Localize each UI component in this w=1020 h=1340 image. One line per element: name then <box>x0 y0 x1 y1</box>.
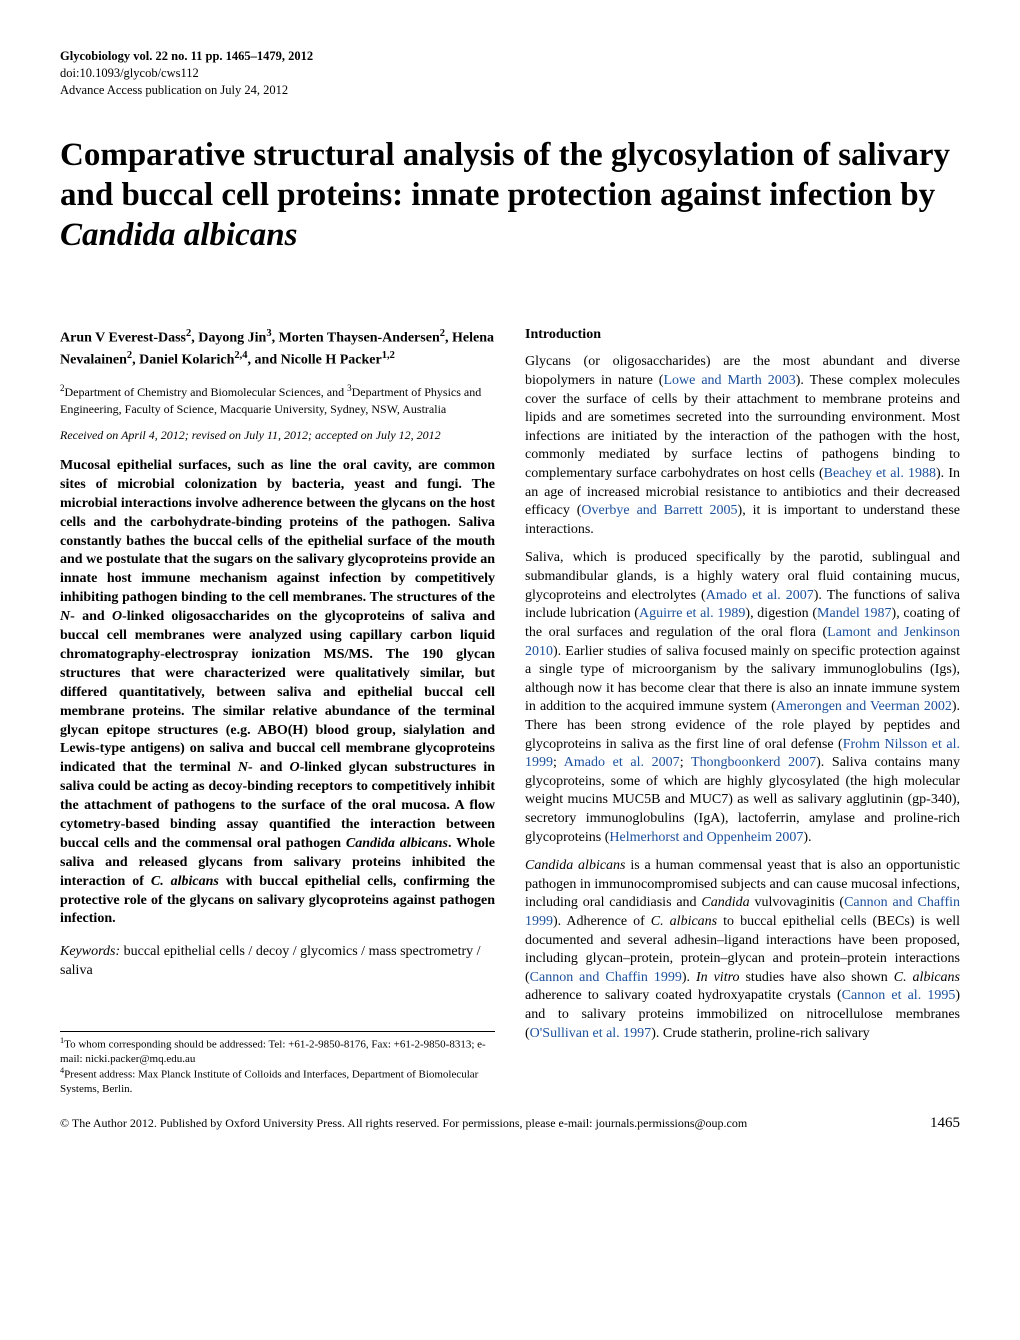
received-dates: Received on April 4, 2012; revised on Ju… <box>60 427 495 443</box>
header-meta: Glycobiology vol. 22 no. 11 pp. 1465–147… <box>60 48 960 99</box>
affiliations: 2Department of Chemistry and Biomolecula… <box>60 382 495 416</box>
keywords-label: Keywords: <box>60 944 120 959</box>
footnote-1: 1To whom corresponding should be address… <box>60 1036 495 1066</box>
right-column: Introduction Glycans (or oligosaccharide… <box>525 327 960 1096</box>
keywords-text: buccal epithelial cells / decoy / glycom… <box>60 944 481 978</box>
introduction-heading: Introduction <box>525 327 960 343</box>
advance-access-line: Advance Access publication on July 24, 2… <box>60 82 960 99</box>
doi-line: doi:10.1093/glycob/cws112 <box>60 65 960 82</box>
keywords: Keywords: buccal epithelial cells / deco… <box>60 943 495 981</box>
left-column: Arun V Everest-Dass2, Dayong Jin3, Morte… <box>60 327 495 1096</box>
journal-line: Glycobiology vol. 22 no. 11 pp. 1465–147… <box>60 48 960 65</box>
footnotes: 1To whom corresponding should be address… <box>60 1031 495 1097</box>
page-number: 1465 <box>930 1115 960 1132</box>
author-list: Arun V Everest-Dass2, Dayong Jin3, Morte… <box>60 327 495 370</box>
page-footer: © The Author 2012. Published by Oxford U… <box>60 1115 960 1132</box>
copyright-text: © The Author 2012. Published by Oxford U… <box>60 1116 747 1131</box>
intro-paragraph-3: Candida albicans is a human commensal ye… <box>525 857 960 1043</box>
intro-paragraph-2: Saliva, which is produced specifically b… <box>525 549 960 847</box>
intro-paragraph-1: Glycans (or oligosaccharides) are the mo… <box>525 353 960 539</box>
footnote-4: 4Present address: Max Planck Institute o… <box>60 1066 495 1096</box>
abstract-text: Mucosal epithelial surfaces, such as lin… <box>60 457 495 929</box>
two-column-layout: Arun V Everest-Dass2, Dayong Jin3, Morte… <box>60 327 960 1096</box>
article-title: Comparative structural analysis of the g… <box>60 135 960 256</box>
